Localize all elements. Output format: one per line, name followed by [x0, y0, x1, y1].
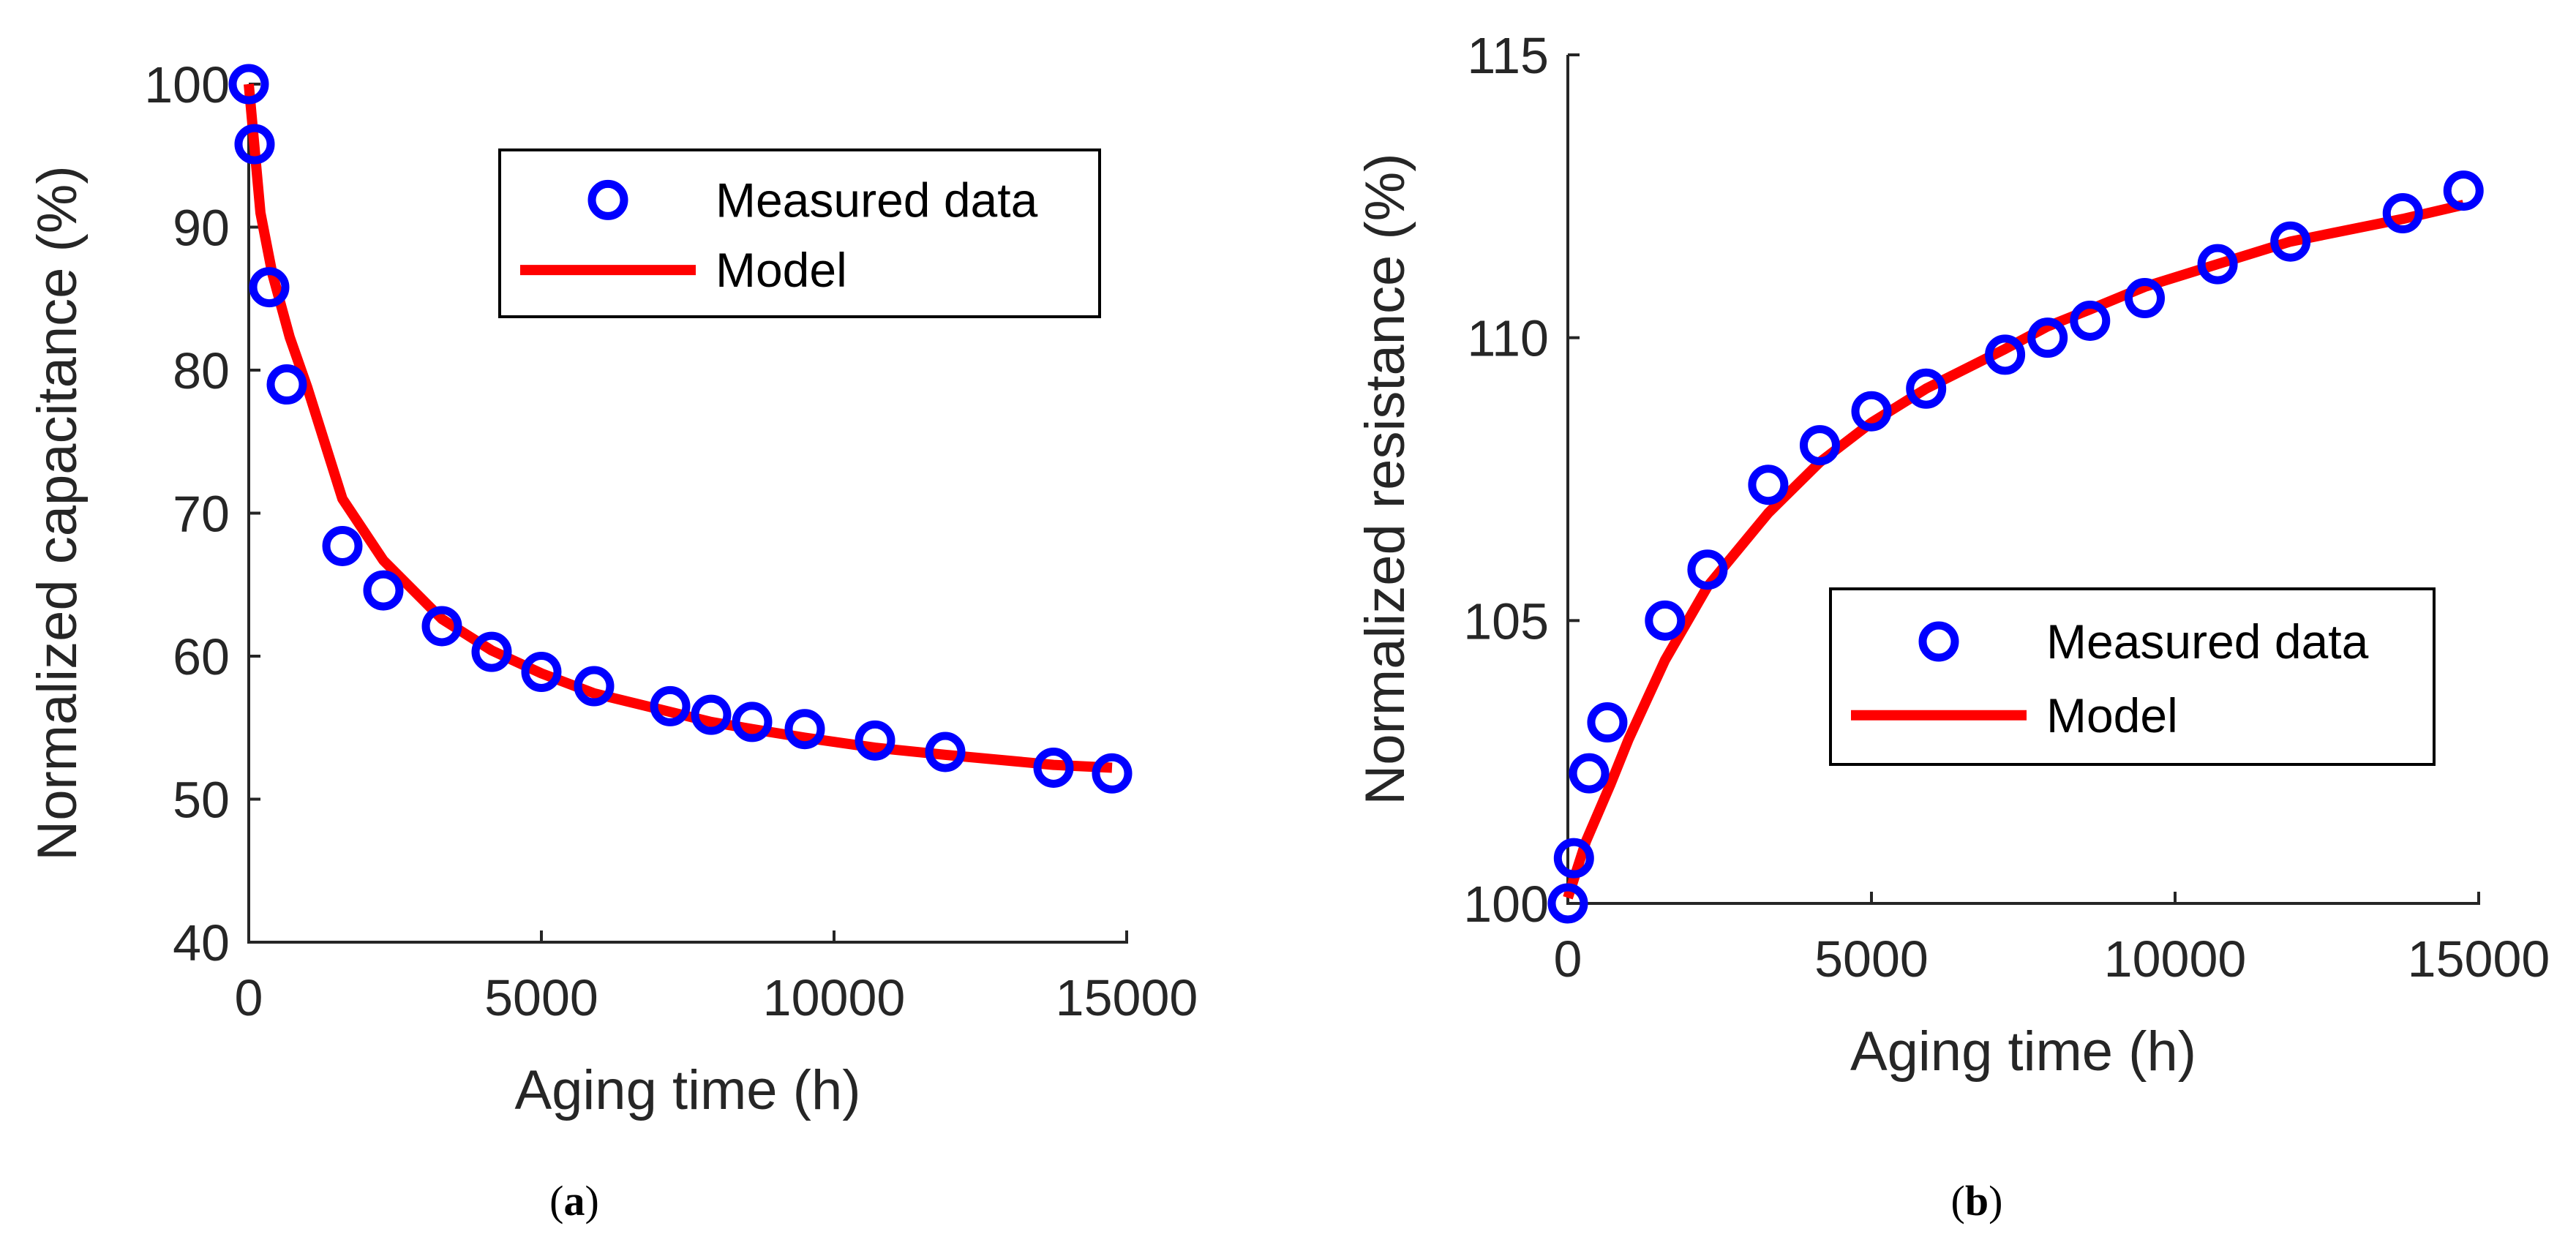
- measured-point-a: [574, 666, 615, 707]
- y-tick-label-a: 80: [173, 342, 230, 399]
- legend-marker-measured-b: [1918, 621, 1959, 662]
- measured-point-a: [784, 709, 825, 750]
- measured-point-a: [650, 685, 691, 726]
- measured-point-b: [2125, 278, 2165, 319]
- y-tick-label-b: 105: [1463, 593, 1549, 650]
- y-tick-label-a: 90: [173, 200, 230, 257]
- x-tick-label-a: 10000: [763, 969, 906, 1026]
- x-tick-label-b: 15000: [2408, 930, 2550, 988]
- measured-point-a: [732, 702, 773, 742]
- x-tick-label-a: 15000: [1056, 969, 1198, 1026]
- measured-point-b: [1645, 600, 1686, 641]
- measured-point-b: [1851, 391, 1892, 432]
- measured-point-a: [322, 525, 363, 566]
- legend-b: Measured data Model: [1829, 587, 2436, 766]
- x-axis-label-a: Aging time (h): [514, 1059, 860, 1121]
- measured-point-b: [1799, 425, 1840, 466]
- measured-point-a: [234, 124, 275, 165]
- y-tick-label-a: 50: [173, 772, 230, 829]
- measured-point-a: [855, 720, 895, 761]
- measured-point-b: [2027, 317, 2068, 358]
- legend-label-model-a: Model: [716, 243, 847, 297]
- caption-a: (a): [549, 1177, 599, 1225]
- legend-label-model-b: Model: [2046, 688, 2178, 742]
- measured-point-a: [266, 364, 307, 405]
- x-tick-label-b: 0: [1554, 930, 1582, 988]
- y-axis-label-a: Normalized capacitance (%): [26, 165, 89, 860]
- measured-point-a: [1092, 753, 1133, 794]
- measured-point-b: [2270, 221, 2311, 262]
- measured-point-b: [1553, 838, 1594, 879]
- measured-point-b: [1748, 465, 1789, 505]
- measured-point-a: [471, 631, 512, 672]
- measured-point-a: [521, 652, 562, 693]
- caption-a-letter: a: [563, 1177, 585, 1225]
- x-axis-label-b: Aging time (h): [1850, 1020, 2196, 1083]
- legend-label-measured-b: Measured data: [2046, 614, 2369, 669]
- legend-a: Measured data Model: [498, 148, 1101, 318]
- measured-point-a: [249, 267, 290, 308]
- x-tick-label-a: 5000: [484, 969, 598, 1026]
- y-tick-label-b: 110: [1467, 310, 1549, 367]
- panel-b-resistance: 0 5000 10000 15000 100 105 110 115 Aging time (h…: [1354, 27, 2550, 1083]
- legend-box-a: [498, 148, 1101, 318]
- legend-box-b: [1829, 587, 2436, 766]
- measured-point-a: [691, 694, 732, 735]
- measured-point-a: [925, 732, 966, 772]
- measured-point-b: [1985, 334, 2026, 375]
- measured-point-b: [1587, 702, 1628, 743]
- caption-b: (b): [1950, 1177, 2003, 1225]
- measured-point-a: [363, 570, 404, 611]
- y-tick-label-b: 100: [1463, 876, 1549, 933]
- y-tick-label-a: 60: [173, 628, 230, 685]
- measured-point-b: [1687, 549, 1728, 590]
- x-tick-label-a: 0: [235, 969, 263, 1026]
- measured-point-a: [1033, 747, 1074, 788]
- measured-point-b: [1569, 753, 1610, 794]
- panel-a-capacitance: 0 5000 10000 15000 40 50 60 70 80 90 100 Aging time…: [26, 56, 1198, 1121]
- y-tick-label-a: 100: [144, 56, 230, 113]
- y-tick-label-a: 70: [173, 486, 230, 543]
- measured-point-b: [2197, 244, 2238, 285]
- measured-point-b: [2070, 300, 2111, 341]
- x-tick-label-b: 5000: [1814, 930, 1929, 988]
- y-axis-label-b: Normalized resistance (%): [1354, 153, 1416, 805]
- measured-point-b: [2443, 170, 2484, 211]
- y-tick-label-a: 40: [173, 914, 230, 971]
- caption-b-letter: b: [1964, 1177, 1989, 1225]
- measured-point-b: [1906, 368, 1947, 409]
- model-line-a: [244, 83, 1113, 773]
- measured-point-a: [228, 64, 269, 105]
- measured-point-b: [2382, 193, 2423, 234]
- x-tick-label-b: 10000: [2104, 930, 2247, 988]
- legend-label-measured-a: Measured data: [716, 173, 1038, 227]
- measured-point-b: [1547, 883, 1588, 924]
- y-tick-label-b: 115: [1467, 27, 1549, 84]
- measured-point-a: [421, 606, 462, 647]
- legend-marker-measured-a: [587, 179, 628, 220]
